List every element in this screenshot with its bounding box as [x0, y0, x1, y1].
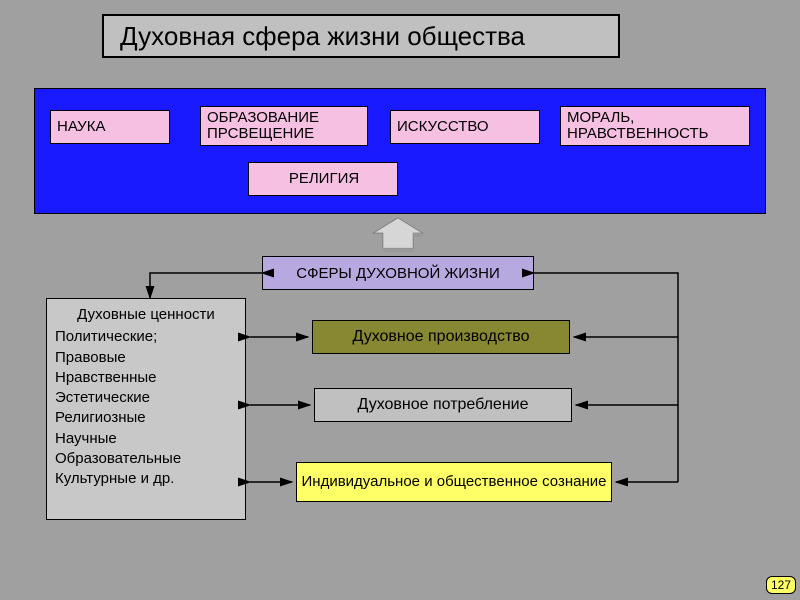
- node-label: СФЕРЫ ДУХОВНОЙ ЖИЗНИ: [296, 265, 499, 282]
- node-label: РЕЛИГИЯ: [289, 171, 359, 188]
- values-item: Эстетические: [55, 388, 237, 408]
- slide-number: 127: [771, 578, 791, 592]
- node-label: МОРАЛЬ, НРАВСТВЕННОСТЬ: [567, 110, 745, 143]
- values-item: Нравственные: [55, 368, 237, 388]
- node-label: Индивидуальное и общественное сознание: [302, 474, 607, 491]
- node-science: НАУКА: [50, 110, 170, 144]
- node-label: Духовное производство: [353, 328, 530, 346]
- up-arrow-icon: [368, 216, 428, 254]
- title-text: Духовная сфера жизни общества: [120, 21, 525, 52]
- node-label: ИСКУССТВО: [397, 119, 489, 136]
- node-religion: РЕЛИГИЯ: [248, 162, 398, 196]
- node-label: ОБРАЗОВАНИЕ ПРСВЕЩЕНИЕ: [207, 110, 363, 143]
- values-item: Научные: [55, 429, 237, 449]
- slide-number-badge: 127: [766, 576, 796, 594]
- diagram-title: Духовная сфера жизни общества: [102, 14, 620, 58]
- node-label: НАУКА: [57, 119, 105, 136]
- node-consciousness: Индивидуальное и общественное сознание: [296, 462, 612, 502]
- values-box: Духовные ценности Политические; Правовые…: [46, 298, 246, 520]
- node-education: ОБРАЗОВАНИЕ ПРСВЕЩЕНИЕ: [200, 106, 368, 146]
- values-item: Правовые: [55, 348, 237, 368]
- node-spheres: СФЕРЫ ДУХОВНОЙ ЖИЗНИ: [262, 256, 534, 290]
- values-item: Образовательные: [55, 449, 237, 469]
- values-item: Культурные и др.: [55, 469, 237, 489]
- node-label: Духовное потребление: [358, 396, 529, 414]
- node-art: ИСКУССТВО: [390, 110, 540, 144]
- values-item: Религиозные: [55, 408, 237, 428]
- node-morality: МОРАЛЬ, НРАВСТВЕННОСТЬ: [560, 106, 750, 146]
- node-consumption: Духовное потребление: [314, 388, 572, 422]
- values-title: Духовные ценности: [55, 305, 237, 325]
- values-item: Политические;: [55, 327, 237, 347]
- node-production: Духовное производство: [312, 320, 570, 354]
